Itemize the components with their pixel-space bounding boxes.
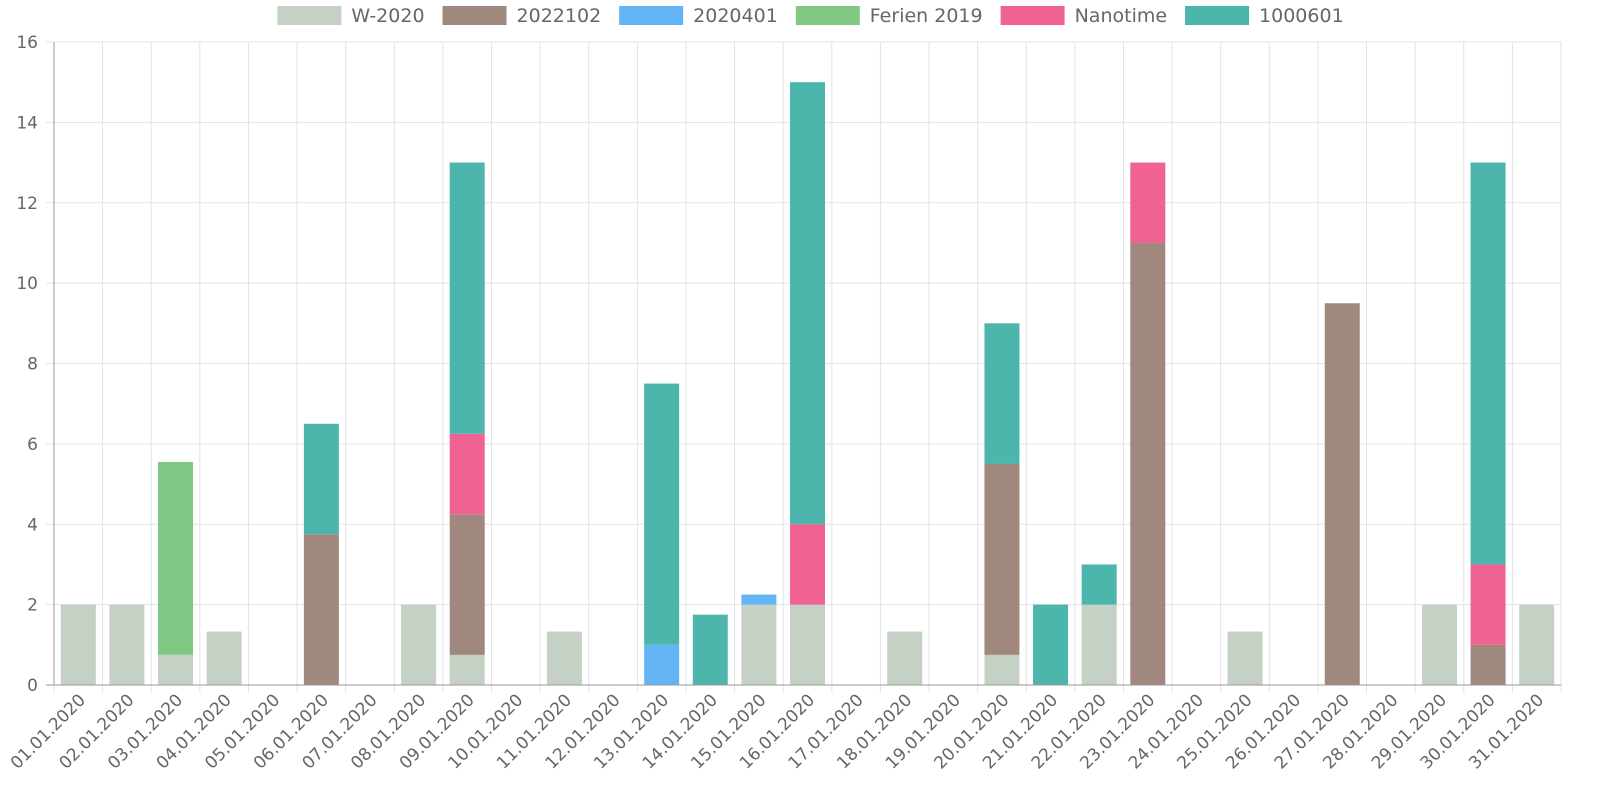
bar-segment <box>1130 242 1166 685</box>
legend: W-2020 2022102 2020401 Ferien 2019 Nanotime 1… <box>277 5 1344 27</box>
y-tick-label: 16 <box>16 33 38 53</box>
bar-segment <box>790 82 825 525</box>
bar-segment <box>887 631 923 685</box>
legend-swatch <box>1185 6 1250 25</box>
bar-segment <box>1081 564 1117 605</box>
y-tick-labels: 0 2 4 6 8 10 12 14 16 <box>16 33 38 696</box>
x-tick-labels: 01.01.202002.01.202003.01.202004.01.2020… <box>7 690 1548 773</box>
legend-label: Nanotime <box>1075 5 1167 27</box>
bar-segment <box>1033 604 1069 686</box>
legend-swatch <box>277 6 342 25</box>
y-tick-label: 4 <box>27 515 38 535</box>
bar-segment <box>984 463 1020 655</box>
y-tick-label: 2 <box>27 596 38 616</box>
grid <box>46 41 1562 693</box>
bar-segment <box>449 654 485 685</box>
bar-segment <box>1324 303 1360 685</box>
bar-segment <box>206 631 242 685</box>
bar-segment <box>984 323 1020 464</box>
bar-segment <box>790 604 825 686</box>
y-tick-label: 0 <box>27 676 38 696</box>
legend-label: W-2020 <box>351 5 424 27</box>
axes <box>46 42 1561 686</box>
legend-swatch <box>1000 6 1065 25</box>
y-tick-label: 6 <box>27 435 38 455</box>
bar-segment <box>984 654 1020 685</box>
bar-segment <box>644 644 680 685</box>
bar-segment <box>546 631 582 685</box>
bar-segment <box>158 461 194 655</box>
bar-segment <box>1519 604 1555 686</box>
legend-swatch <box>442 6 507 25</box>
y-tick-label: 10 <box>16 274 38 294</box>
bar-segment <box>1470 162 1506 565</box>
legend-swatch <box>619 6 684 25</box>
legend-swatch <box>795 6 860 25</box>
bar-segment <box>449 162 485 434</box>
bar-segment <box>60 604 96 686</box>
y-tick-label: 8 <box>27 355 38 375</box>
bar-segment <box>741 594 777 605</box>
bar-segment <box>692 614 728 685</box>
bar-segment <box>449 514 485 655</box>
bar-segment <box>158 654 194 685</box>
bars <box>60 82 1555 686</box>
legend-label: 2022102 <box>517 5 602 27</box>
bar-segment <box>644 383 680 645</box>
bar-segment <box>1081 604 1117 686</box>
bar-segment <box>449 433 485 515</box>
bar-segment <box>1130 162 1166 243</box>
y-tick-label: 14 <box>16 113 38 133</box>
bar-segment <box>1470 644 1506 685</box>
bar-segment <box>790 524 825 605</box>
bar-segment <box>741 604 777 686</box>
bar-segment <box>303 534 339 685</box>
bar-segment <box>109 604 145 686</box>
legend-label: Ferien 2019 <box>870 5 983 27</box>
legend-label: 2020401 <box>693 5 778 27</box>
y-tick-label: 12 <box>16 194 38 214</box>
bar-segment <box>401 604 437 686</box>
bar-segment <box>1227 631 1263 685</box>
bar-segment <box>1470 564 1506 645</box>
bar-segment <box>1421 604 1457 686</box>
bar-segment <box>303 423 339 535</box>
legend-label: 1000601 <box>1259 5 1344 27</box>
